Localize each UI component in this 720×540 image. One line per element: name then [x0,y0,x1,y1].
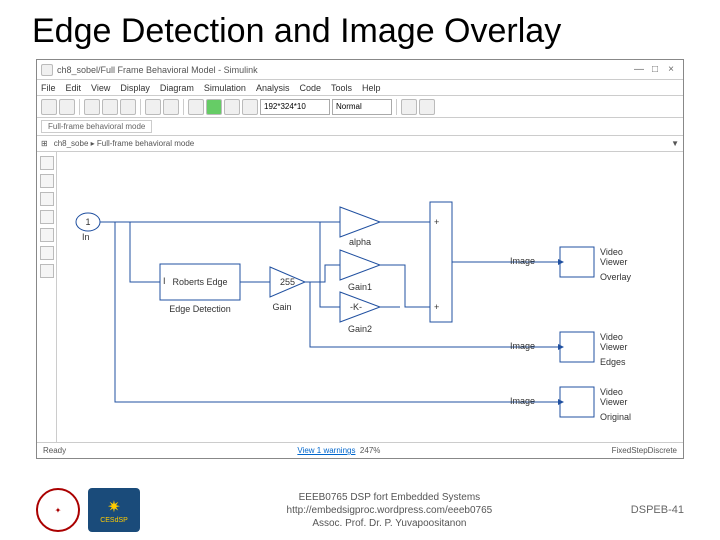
model-canvas[interactable]: 1 In I Roberts Edge Edge Detection [57,152,683,442]
orig-t1: Video [600,387,623,397]
stop-time-field[interactable]: 192*324*10 [260,99,330,115]
step-fwd-icon[interactable] [224,99,240,115]
tab-bar: Full-frame behavioral mode [37,118,683,136]
menu-simulation[interactable]: Simulation [204,83,246,93]
maximize-button[interactable]: □ [647,64,663,75]
overlay-t1: Video [600,247,623,257]
overlay-t2: Viewer [600,257,627,267]
menu-display[interactable]: Display [120,83,150,93]
image-icon[interactable] [40,246,54,260]
edges-t2: Viewer [600,342,627,352]
new-icon[interactable] [41,99,57,115]
build-icon[interactable] [401,99,417,115]
pan-icon[interactable] [40,192,54,206]
footer-line3: Assoc. Prof. Dr. P. Yuvapoositanon [148,517,631,530]
up-icon[interactable] [120,99,136,115]
status-warnings[interactable]: View 1 warnings [297,446,355,455]
model-tab[interactable]: Full-frame behavioral mode [41,120,152,133]
gain-text: 255 [280,277,295,287]
menu-file[interactable]: File [41,83,56,93]
edge-block-text: Roberts Edge [172,277,227,287]
gain1-caption: Gain1 [348,282,372,292]
alpha-block[interactable] [340,207,380,237]
sys-icon [41,64,53,76]
cesdsp-logo-icon: ✷CESdSP [88,488,140,532]
gain2-caption: Gain2 [348,324,372,334]
annotate-icon[interactable] [40,210,54,224]
breadcrumb[interactable]: ⊞ ch8_sobe ▸ Full-frame behavioral mode … [37,136,683,152]
inport-label: In [82,232,90,242]
inport-num: 1 [85,217,90,227]
video-viewer-original[interactable] [560,387,594,417]
breadcrumb-text: ch8_sobe ▸ Full-frame behavioral mode [54,139,195,148]
close-button[interactable]: × [663,64,679,75]
window-title: ch8_sobel/Full Frame Behavioral Model - … [57,65,258,75]
menu-diagram[interactable]: Diagram [160,83,194,93]
fit-icon[interactable] [40,174,54,188]
overlay-cap: Overlay [600,272,632,282]
sum-plus2: + [434,302,439,312]
menu-view[interactable]: View [91,83,110,93]
config-icon[interactable] [163,99,179,115]
footer-line1: EEEB0765 DSP fort Embedded Systems [148,491,631,504]
slide-footer: ✦ ✷CESdSP EEEB0765 DSP fort Embedded Sys… [0,488,720,532]
overlay-port: Image [510,256,535,266]
alpha-caption: alpha [349,237,371,247]
menu-help[interactable]: Help [362,83,381,93]
status-solver: FixedStepDiscrete [612,446,677,455]
sum-plus1: + [434,217,439,227]
gain1-block[interactable] [340,250,380,280]
video-viewer-edges[interactable] [560,332,594,362]
orig-t2: Viewer [600,397,627,407]
area-icon[interactable] [40,228,54,242]
orig-port: Image [510,396,535,406]
window-titlebar: ch8_sobel/Full Frame Behavioral Model - … [37,60,683,80]
screenshot-icon[interactable] [40,264,54,278]
statusbar: Ready View 1 warnings 247% FixedStepDisc… [37,442,683,458]
video-viewer-overlay[interactable] [560,247,594,277]
sim-mode-field[interactable]: Normal [332,99,392,115]
library-icon[interactable] [145,99,161,115]
menu-code[interactable]: Code [299,83,321,93]
edge-port-label: I [163,276,166,286]
university-logo-icon: ✦ [36,488,80,532]
menu-tools[interactable]: Tools [331,83,352,93]
palette [37,152,57,442]
toolbar: 192*324*10 Normal [37,96,683,118]
gain-caption: Gain [272,302,291,312]
stop-icon[interactable] [242,99,258,115]
back-icon[interactable] [84,99,100,115]
save-icon[interactable] [59,99,75,115]
zoom-icon[interactable] [40,156,54,170]
menubar: File Edit View Display Diagram Simulatio… [37,80,683,96]
orig-cap: Original [600,412,631,422]
diagram-svg: 1 In I Roberts Edge Edge Detection [57,152,683,442]
minimize-button[interactable]: — [631,64,647,75]
edges-cap: Edges [600,357,626,367]
footer-line2: http://embedsigproc.wordpress.com/eeeb07… [148,504,631,517]
run-icon[interactable] [206,99,222,115]
edge-caption: Edge Detection [169,304,231,314]
fwd-icon[interactable] [102,99,118,115]
slide-number: DSPEB-41 [631,504,684,516]
status-zoom: 247% [360,446,380,455]
edges-port: Image [510,341,535,351]
status-ready: Ready [43,446,66,455]
menu-analysis[interactable]: Analysis [256,83,290,93]
deploy-icon[interactable] [419,99,435,115]
simulink-window: ch8_sobel/Full Frame Behavioral Model - … [36,59,684,459]
menu-edit[interactable]: Edit [66,83,82,93]
k-text: -K- [350,302,362,312]
slide-title: Edge Detection and Image Overlay [0,0,720,59]
step-back-icon[interactable] [188,99,204,115]
edges-t1: Video [600,332,623,342]
